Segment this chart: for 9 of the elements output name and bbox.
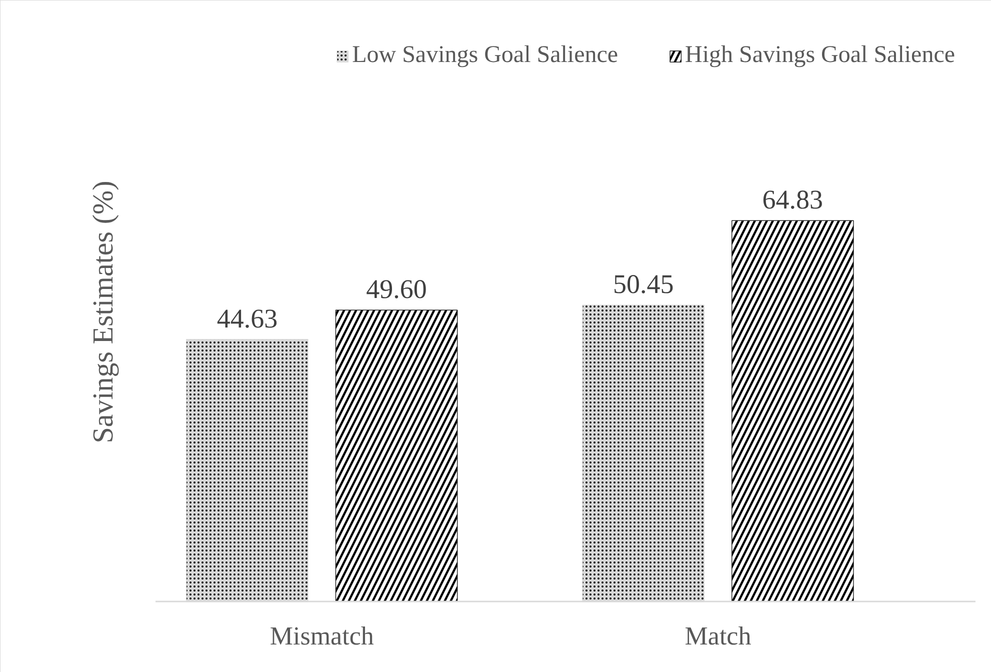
x-tick-label: Mismatch [270, 622, 374, 650]
data-label: 44.63 [216, 303, 278, 334]
data-label: 64.83 [762, 184, 824, 215]
legend-label: Low Savings Goal Salience [352, 42, 618, 69]
legend-label: High Savings Goal Salience [685, 42, 955, 69]
y-axis-title: Savings Estimates (%) [88, 180, 120, 444]
data-label: 50.45 [612, 269, 674, 300]
data-label: 49.60 [366, 274, 427, 304]
x-tick-label: Match [684, 622, 752, 650]
